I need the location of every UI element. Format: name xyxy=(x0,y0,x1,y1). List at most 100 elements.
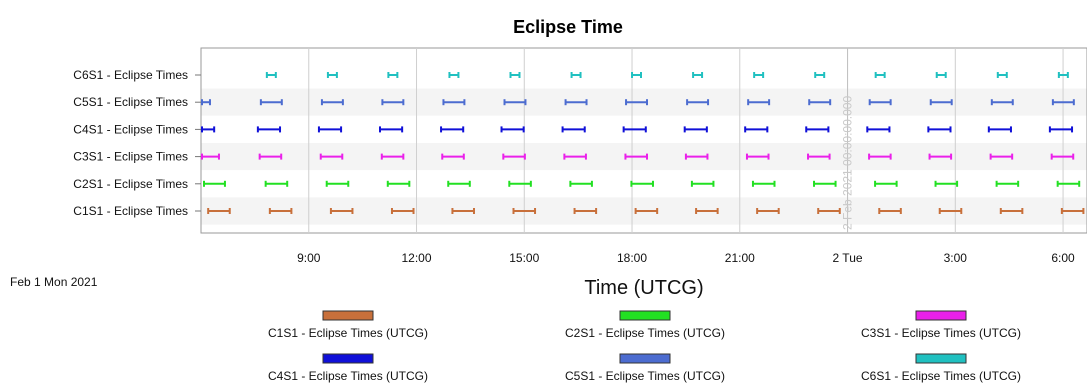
interval-bar xyxy=(441,153,465,160)
legend-label: C3S1 - Eclipse Times (UTCG) xyxy=(861,326,1021,340)
interval-bar xyxy=(440,126,465,133)
interval-bar xyxy=(201,99,211,106)
x-tick-label: 3:00 xyxy=(944,251,968,265)
interval-bar xyxy=(442,99,466,106)
plot-area-frame xyxy=(200,47,1087,234)
interval-bar xyxy=(259,99,283,106)
interval-bar xyxy=(1051,99,1075,106)
interval-bar xyxy=(927,126,952,133)
legend-item: C6S1 - Eclipse Times (UTCG) xyxy=(861,353,1021,383)
interval-bar xyxy=(380,153,405,160)
interval-bar xyxy=(573,208,598,214)
interval-bar xyxy=(929,99,953,106)
interval-bar xyxy=(690,180,715,187)
legend-item: C2S1 - Eclipse Times (UTCG) xyxy=(565,310,725,340)
interval-bar xyxy=(320,99,344,106)
legend: C1S1 - Eclipse Times (UTCG) C2S1 - Eclips… xyxy=(268,310,1021,383)
legend-item: C3S1 - Eclipse Times (UTCG) xyxy=(861,310,1021,340)
interval-bar xyxy=(874,180,898,187)
interval-bar xyxy=(390,208,415,214)
x-tick-label: 18:00 xyxy=(617,251,647,265)
legend-swatch xyxy=(915,353,967,364)
interval-bar xyxy=(866,126,891,133)
x-tick-label: 6:00 xyxy=(1051,251,1075,265)
interval-bar xyxy=(868,99,892,106)
annotation-group: 2 Feb 2021 00:00:00.000 xyxy=(841,48,855,233)
interval-bar xyxy=(1048,126,1074,133)
x-axis-ticks: 9:00 12:00 15:00 18:00 21:00 2 Tue 3:00 6:00 xyxy=(297,251,1075,265)
interval-bar xyxy=(325,180,350,187)
interval-bar xyxy=(695,208,719,214)
x-tick-label: 21:00 xyxy=(725,251,755,265)
x-tick-label: 12:00 xyxy=(401,251,431,265)
interval-bar xyxy=(744,126,769,133)
interval-bar xyxy=(747,99,771,106)
interval-bar xyxy=(570,72,582,78)
interval-bar xyxy=(1056,180,1081,187)
interval-bar xyxy=(317,126,343,133)
interval-bar xyxy=(202,180,226,187)
interval-bar xyxy=(990,99,1014,106)
interval-bar xyxy=(868,153,892,160)
interval-bar xyxy=(326,72,338,78)
row-labels: C6S1 - Eclipse Times C5S1 - Eclipse Times… xyxy=(73,68,201,218)
interval-bar xyxy=(256,126,282,133)
interval-bar xyxy=(1050,153,1075,160)
interval-bar xyxy=(509,72,521,78)
interval-bar xyxy=(207,208,231,214)
interval-bar xyxy=(630,180,654,187)
interval-bar xyxy=(561,126,586,133)
legend-swatch xyxy=(619,310,671,321)
interval-bar xyxy=(447,180,471,187)
row-label: C5S1 - Eclipse Times xyxy=(73,95,188,109)
legend-label: C5S1 - Eclipse Times (UTCG) xyxy=(565,369,725,383)
x-axis-label: Time (UTCG) xyxy=(584,277,703,299)
interval-bar xyxy=(807,153,831,160)
interval-bar xyxy=(503,99,527,106)
interval-bar xyxy=(878,208,902,214)
interval-bar xyxy=(329,208,354,214)
legend-label: C1S1 - Eclipse Times (UTCG) xyxy=(268,326,428,340)
interval-bar xyxy=(381,99,405,106)
legend-item: C4S1 - Eclipse Times (UTCG) xyxy=(268,353,428,383)
interval-bar xyxy=(624,153,648,160)
interval-bar xyxy=(686,99,710,106)
interval-bar xyxy=(451,208,475,214)
row-label: C1S1 - Eclipse Times xyxy=(73,204,188,218)
interval-bar xyxy=(684,153,709,160)
interval-bar xyxy=(201,126,216,133)
interval-bar xyxy=(625,99,648,106)
legend-swatch xyxy=(322,310,374,321)
chart-title: Eclipse Time xyxy=(513,17,623,37)
interval-bar xyxy=(634,208,659,214)
interval-bars xyxy=(201,72,1085,214)
interval-bar xyxy=(268,208,293,214)
interval-bar xyxy=(753,72,765,78)
legend-label: C6S1 - Eclipse Times (UTCG) xyxy=(861,369,1021,383)
interval-bar xyxy=(805,126,830,133)
interval-bar xyxy=(508,180,532,187)
row-label: C2S1 - Eclipse Times xyxy=(73,177,188,191)
interval-bar xyxy=(264,180,289,187)
interval-bar xyxy=(569,180,593,187)
legend-label: C2S1 - Eclipse Times (UTCG) xyxy=(565,326,725,340)
interval-bar xyxy=(756,208,780,214)
interval-bar xyxy=(564,99,588,106)
row-backgrounds xyxy=(201,61,1087,225)
interval-bar xyxy=(201,153,220,160)
interval-bar xyxy=(874,72,886,78)
interval-bar xyxy=(631,72,643,78)
interval-bar xyxy=(1060,208,1085,214)
interval-bar xyxy=(563,153,587,160)
interval-bar xyxy=(683,126,708,133)
interval-bar xyxy=(745,153,770,160)
interval-bar xyxy=(622,126,647,133)
interval-bar xyxy=(502,153,526,160)
interval-bar xyxy=(751,180,776,187)
interval-bar xyxy=(934,180,959,187)
legend-swatch xyxy=(915,310,967,321)
interval-bar xyxy=(813,180,837,187)
interval-bar xyxy=(500,126,525,133)
row-label: C6S1 - Eclipse Times xyxy=(73,68,188,82)
